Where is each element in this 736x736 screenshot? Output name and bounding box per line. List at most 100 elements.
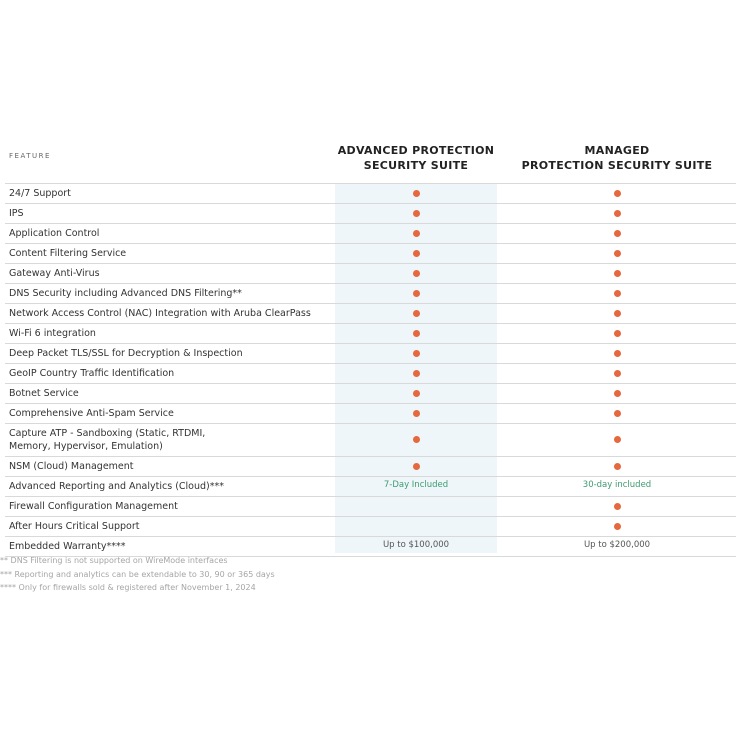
dot <box>412 309 420 317</box>
header-line: SECURITY SUITE <box>363 159 469 172</box>
feature-line: Application Control <box>9 227 100 239</box>
header-line: MANAGED <box>584 144 650 157</box>
dot <box>412 189 420 197</box>
row-line <box>5 303 736 304</box>
header-line: PROTECTION SECURITY SUITE <box>521 159 713 172</box>
dot <box>412 409 420 417</box>
feature-line: Botnet Service <box>9 387 79 399</box>
column-header: MANAGED PROTECTION SECURITY SUITE <box>497 143 736 173</box>
feature-line: 24/7 Support <box>9 187 71 199</box>
feature: Wi-Fi 6 integration <box>9 327 96 340</box>
feature-line: After Hours Critical Support <box>9 520 140 532</box>
dot <box>613 329 621 337</box>
row-line <box>5 323 736 324</box>
dot <box>412 269 420 277</box>
feature: Application Control <box>9 227 99 240</box>
feature: Capture ATP - Sandboxing (Static, RTDMI,… <box>9 427 205 453</box>
feature-line: Gateway Anti-Virus <box>9 267 100 279</box>
dot <box>613 436 621 443</box>
feature: Firewall Configuration Management <box>9 500 178 513</box>
feature: 24/7 Support <box>9 187 71 200</box>
row-line <box>5 183 736 184</box>
feature-line: IPS <box>9 207 24 219</box>
row-line <box>5 476 736 477</box>
feature-line: Embedded Warranty**** <box>9 540 126 552</box>
feature-header: FEATURE <box>9 152 51 160</box>
footnote: **** Only for firewalls sold & registere… <box>0 583 256 592</box>
row-line <box>5 536 736 537</box>
dot <box>613 462 621 470</box>
footnote: *** Reporting and analytics can be exten… <box>0 569 275 579</box>
dot <box>613 369 621 377</box>
dot <box>613 189 621 197</box>
dot <box>613 522 621 530</box>
dot <box>613 209 621 217</box>
feature: Content Filtering Service <box>9 247 126 260</box>
row-line <box>5 496 736 497</box>
feature-line: Capture ATP - Sandboxing (Static, RTDMI, <box>9 427 206 439</box>
row-line <box>5 383 736 384</box>
feature-line: Content Filtering Service <box>9 247 127 259</box>
dot <box>613 249 621 257</box>
feature: IPS <box>9 207 24 220</box>
row-line <box>5 283 736 284</box>
row-line <box>5 403 736 404</box>
row-line <box>5 243 736 244</box>
cell-text: 7-Day Included <box>383 480 449 490</box>
feature-line: NSM (Cloud) Management <box>9 460 134 472</box>
feature-line: GeoIP Country Traffic Identification <box>9 367 175 379</box>
row-line <box>5 423 736 424</box>
feature-line: Network Access Control (NAC) Integration… <box>9 307 311 319</box>
dot <box>613 349 621 357</box>
feature: Gateway Anti-Virus <box>9 267 100 280</box>
feature: NSM (Cloud) Management <box>9 460 134 473</box>
feature-line: Comprehensive Anti-Spam Service <box>9 407 174 419</box>
row-line <box>5 223 736 224</box>
feature: Botnet Service <box>9 387 79 400</box>
feature-line: DNS Security including Advanced DNS Filt… <box>9 287 242 299</box>
footnote: ** DNS Filtering is not supported on Wir… <box>0 556 228 565</box>
feature-line: Memory, Hypervisor, Emulation) <box>9 440 163 452</box>
cell-text: Up to $100,000 <box>382 540 450 550</box>
dot <box>613 229 621 237</box>
feature: Advanced Reporting and Analytics (Cloud)… <box>9 480 224 493</box>
feature-line: Advanced Reporting and Analytics (Cloud)… <box>9 480 224 492</box>
feature: GeoIP Country Traffic Identification <box>9 367 174 380</box>
dot <box>412 462 420 470</box>
header-line: ADVANCED PROTECTION <box>337 144 495 157</box>
dot <box>412 289 420 297</box>
row-line <box>5 456 736 457</box>
dot <box>412 389 420 397</box>
feature-line: Deep Packet TLS/SSL for Decryption & Ins… <box>9 347 243 359</box>
dot <box>412 329 420 337</box>
dot <box>613 409 621 417</box>
feature: Embedded Warranty**** <box>9 540 126 553</box>
feature: DNS Security including Advanced DNS Filt… <box>9 287 242 300</box>
dot <box>613 289 621 297</box>
feature: After Hours Critical Support <box>9 520 140 533</box>
row-line <box>5 516 736 517</box>
cell-text: Up to $200,000 <box>583 540 651 550</box>
feature: Comprehensive Anti-Spam Service <box>9 407 174 420</box>
dot <box>412 249 420 257</box>
column-header: ADVANCED PROTECTION SECURITY SUITE <box>335 143 497 173</box>
dot <box>412 209 420 217</box>
feature-line: Wi-Fi 6 integration <box>9 327 96 339</box>
row-line <box>5 556 736 557</box>
row-line <box>5 343 736 344</box>
dot <box>613 502 621 510</box>
dot <box>613 309 621 317</box>
dot <box>412 436 420 443</box>
dot <box>613 389 621 397</box>
row-line <box>5 203 736 204</box>
dot <box>412 349 420 357</box>
feature: Network Access Control (NAC) Integration… <box>9 307 311 320</box>
column-highlight <box>335 183 497 553</box>
feature: Deep Packet TLS/SSL for Decryption & Ins… <box>9 347 243 360</box>
dot <box>412 229 420 237</box>
dot <box>613 269 621 277</box>
row-line <box>5 363 736 364</box>
feature-line: Firewall Configuration Management <box>9 500 178 512</box>
cell-text: 30-day included <box>582 480 652 490</box>
